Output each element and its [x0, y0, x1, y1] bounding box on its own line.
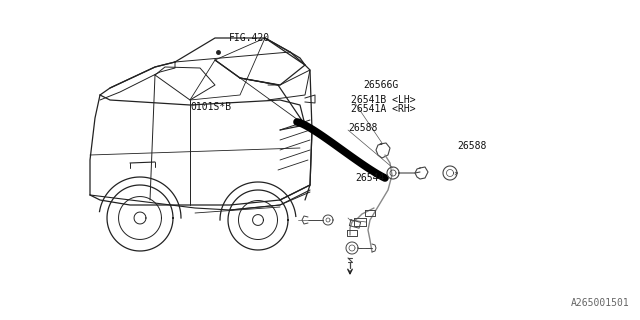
Text: 26544: 26544 — [355, 172, 385, 183]
Text: 0101S*B: 0101S*B — [191, 102, 232, 112]
Text: 26566G: 26566G — [364, 80, 399, 90]
Text: 26588: 26588 — [349, 123, 378, 133]
Text: A265001501: A265001501 — [572, 298, 630, 308]
Text: 26541A <RH>: 26541A <RH> — [351, 104, 415, 115]
Text: 26541B <LH>: 26541B <LH> — [351, 95, 415, 106]
Text: 26588: 26588 — [458, 140, 487, 151]
Text: FIG.420: FIG.420 — [229, 33, 270, 43]
